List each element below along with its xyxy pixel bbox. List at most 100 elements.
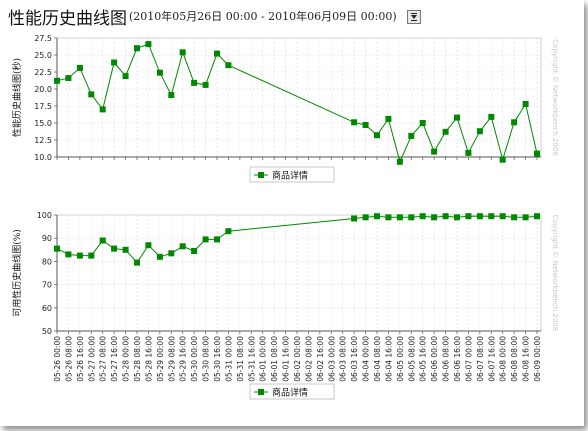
data-point <box>179 49 186 56</box>
data-point <box>534 150 540 157</box>
data-point <box>214 50 220 57</box>
data-point <box>76 64 83 71</box>
y-tick-label: 20.0 <box>34 85 52 94</box>
data-point <box>191 79 198 86</box>
data-point <box>76 252 83 259</box>
x-tick-label: 05-29 16:00 <box>179 336 188 382</box>
data-point <box>134 45 140 52</box>
y-tick-label: 60 <box>42 304 52 313</box>
data-point <box>522 101 529 107</box>
data-point <box>534 213 540 220</box>
legend-box <box>249 166 335 183</box>
data-point <box>122 73 129 80</box>
legend-marker <box>258 172 264 178</box>
data-point <box>351 119 358 126</box>
data-point <box>88 91 95 98</box>
copyright-watermark: Copyright © Networkbench 2008 <box>551 39 559 155</box>
data-point <box>65 251 72 258</box>
y-axis-label: 性能历史曲线图(秒) <box>11 58 23 137</box>
x-tick-label: 05-30 16:00 <box>213 336 222 382</box>
date-range-label: (2010年05月26日 00:00 - 2010年06月09日 00:00) <box>129 10 397 23</box>
data-point <box>396 158 403 165</box>
data-point <box>362 214 369 221</box>
x-tick-label: 05-31 00:00 <box>224 336 233 382</box>
data-point <box>499 156 506 163</box>
data-point <box>111 59 118 66</box>
x-tick-label: 06-05 00:00 <box>396 336 405 382</box>
data-point <box>88 252 95 259</box>
x-tick-label: 05-29 08:00 <box>167 336 176 382</box>
data-point <box>488 213 495 220</box>
x-tick-label: 05-27 00:00 <box>87 336 96 382</box>
data-point <box>168 250 175 257</box>
x-tick-label: 05-26 16:00 <box>76 336 85 382</box>
data-point <box>511 119 518 126</box>
legend-label: 商品详情 <box>272 387 308 399</box>
x-tick-label: 06-01 00:00 <box>259 336 268 382</box>
data-point <box>488 113 495 120</box>
x-tick-label: 05-27 08:00 <box>99 336 108 382</box>
x-tick-label: 06-02 00:00 <box>293 336 302 382</box>
data-point <box>431 214 438 221</box>
y-tick-label: 25.0 <box>34 51 52 60</box>
x-tick-label: 06-07 00:00 <box>464 336 473 382</box>
data-point <box>465 213 472 220</box>
x-tick-label: 06-04 08:00 <box>373 336 382 382</box>
y-axis-label: 可用性历史曲线图(%) <box>11 229 23 317</box>
data-point <box>156 69 163 76</box>
x-tick-label: 06-02 08:00 <box>304 336 313 382</box>
x-tick-label: 05-29 00:00 <box>156 336 165 382</box>
data-point <box>419 120 426 126</box>
data-point <box>442 213 449 220</box>
data-point <box>396 214 403 221</box>
data-point <box>362 122 369 128</box>
x-tick-label: 05-30 08:00 <box>202 336 211 382</box>
x-tick-label: 06-08 00:00 <box>499 336 508 382</box>
data-point <box>465 149 472 156</box>
x-tick-label: 06-07 16:00 <box>487 336 496 382</box>
title-row: 性能历史曲线图 (2010年05月26日 00:00 - 2010年06月09日… <box>8 4 421 29</box>
y-tick-label: 70 <box>42 281 52 290</box>
x-tick-label: 06-03 08:00 <box>339 336 348 382</box>
x-tick-label: 05-26 00:00 <box>53 336 62 382</box>
data-point <box>54 245 60 252</box>
data-point <box>191 248 198 254</box>
data-point <box>202 81 209 88</box>
data-point <box>408 214 415 221</box>
data-point <box>511 214 518 221</box>
data-point <box>385 214 392 221</box>
data-point <box>156 253 163 260</box>
data-point <box>145 41 152 48</box>
data-point <box>99 237 106 244</box>
data-point <box>476 128 483 135</box>
data-point <box>476 213 483 220</box>
data-point <box>99 106 106 113</box>
x-tick-label: 06-04 16:00 <box>384 336 393 382</box>
x-tick-label: 06-03 00:00 <box>327 336 336 382</box>
x-tick-label: 05-31 08:00 <box>236 336 245 382</box>
x-tick-label: 06-01 16:00 <box>282 336 291 382</box>
data-point <box>431 148 438 155</box>
data-point <box>179 243 186 250</box>
x-tick-label: 05-26 08:00 <box>64 336 73 382</box>
data-point <box>145 242 152 249</box>
x-tick-label: 05-28 08:00 <box>133 336 142 382</box>
calendar-button[interactable] <box>406 10 421 24</box>
x-tick-label: 06-05 16:00 <box>419 336 428 382</box>
x-tick-label: 06-07 08:00 <box>476 336 485 382</box>
x-tick-label: 06-08 08:00 <box>510 336 519 382</box>
data-point <box>454 214 460 221</box>
data-point <box>225 62 232 69</box>
data-point <box>385 115 392 122</box>
data-point <box>374 132 380 139</box>
y-tick-label: 22.5 <box>34 68 52 77</box>
y-tick-label: 27.5 <box>34 34 52 43</box>
y-tick-label: 50 <box>42 327 52 336</box>
data-point <box>214 236 220 243</box>
x-tick-label: 05-28 00:00 <box>122 336 131 382</box>
y-tick-label: 12.5 <box>34 136 52 145</box>
data-point <box>499 213 506 220</box>
copyright-watermark: Copyright © Networkbench 2008 <box>551 215 559 331</box>
data-point <box>111 245 118 252</box>
